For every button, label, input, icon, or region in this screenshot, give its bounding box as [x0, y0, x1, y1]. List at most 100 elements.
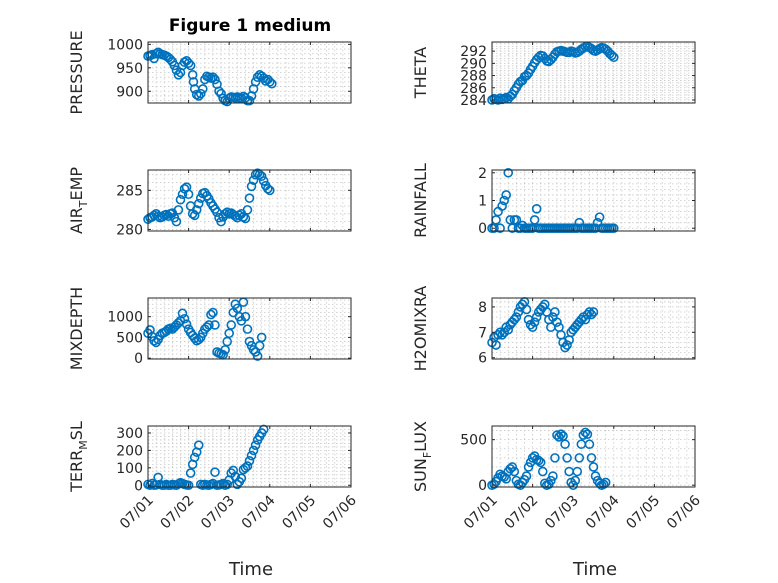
data-point: [598, 479, 609, 490]
data-point: [177, 189, 188, 200]
data-point: [177, 308, 188, 319]
axes-box: [491, 297, 696, 360]
data-point: [258, 176, 269, 186]
y-axis-label: SUNFLUX: [411, 421, 434, 492]
data-point: [580, 314, 591, 325]
y-tick-label: 300: [116, 426, 143, 442]
data-point: [550, 453, 560, 463]
data-point: [501, 190, 512, 200]
data-point: [183, 58, 194, 68]
y-tick-label: 2: [478, 166, 487, 182]
data-point: [189, 333, 200, 344]
data-point: [238, 212, 249, 222]
data-point: [531, 204, 542, 214]
data-point: [214, 86, 224, 97]
data-point: [252, 351, 263, 361]
data-point: [497, 330, 507, 340]
y-tick-label: 7: [478, 325, 487, 341]
y-tick-label: 8: [478, 300, 487, 316]
data-point: [533, 52, 544, 63]
y-tick-label: 900: [116, 84, 143, 100]
x-tick-label: 07/01: [117, 493, 157, 533]
data-point: [267, 78, 277, 89]
data-point: [228, 465, 239, 476]
x-tick-label: 07/06: [320, 492, 360, 532]
y-tick-label: 292: [460, 44, 487, 60]
data-point: [256, 332, 267, 343]
data-point: [183, 480, 194, 491]
y-axis-label: AIRTEMP: [67, 167, 90, 234]
data-point: [499, 195, 509, 206]
data-point: [523, 314, 534, 325]
y-axis-label-subscript: T: [77, 200, 90, 208]
data-point: [248, 445, 259, 456]
data-point: [210, 74, 220, 85]
data-point: [586, 309, 597, 320]
data-point: [562, 340, 572, 350]
data-point: [606, 50, 617, 61]
y-tick-label: 1000: [107, 310, 143, 326]
x-tick-label: 07/01: [461, 493, 501, 533]
axes-box: [491, 41, 696, 104]
data-point: [188, 77, 199, 87]
subplot-pressure: 900 950 1000 PRESSURE: [67, 30, 352, 115]
y-tick-label: 500: [460, 433, 487, 449]
data-point: [250, 77, 261, 87]
y-axis-label-main: TERR: [67, 450, 86, 493]
y-tick-label: 288: [460, 69, 487, 85]
y-axis-label: THETA: [411, 47, 430, 99]
data-point: [216, 216, 226, 227]
x-axis-label-right: Time: [572, 559, 617, 580]
data-point: [195, 88, 206, 99]
data-point: [600, 477, 611, 488]
y-tick-label: 1000: [107, 37, 143, 53]
subplot-sun: 0 500 07/01 07/02 07/03 07/04 07/05 07/06 SUNFLU…: [411, 421, 704, 532]
data-point: [189, 210, 200, 221]
data-point: [535, 457, 546, 468]
data-point: [244, 95, 255, 106]
data-point: [210, 467, 220, 477]
data-point: [264, 77, 275, 87]
data-point: [240, 213, 251, 224]
data-point: [240, 311, 251, 322]
data-point: [608, 52, 619, 63]
data-point: [252, 72, 263, 82]
y-axis-label-main: RAINFALL: [411, 163, 430, 238]
y-tick-label: 100: [116, 461, 143, 477]
data-point: [509, 314, 520, 325]
data-point: [531, 312, 542, 322]
data-point: [556, 429, 566, 439]
data-point: [548, 471, 558, 481]
data-point: [580, 427, 591, 438]
data-point: [562, 453, 572, 463]
x-tick-label: 07/06: [664, 492, 704, 532]
y-axis-label: MIXDEPTH: [67, 287, 86, 370]
data-point: [262, 183, 273, 194]
y-axis-label-main: THETA: [411, 47, 430, 99]
data-point: [250, 440, 261, 450]
data-point: [503, 167, 514, 178]
data-point: [242, 324, 253, 334]
data-point: [193, 91, 204, 101]
data-point: [171, 216, 182, 227]
data-point: [588, 462, 599, 472]
axes-box: [491, 425, 696, 488]
axes-box: [147, 41, 352, 104]
data-point: [198, 84, 208, 94]
y-axis-label-main: H2OMIXRA: [411, 286, 430, 372]
data-point: [523, 462, 534, 472]
x-tick-label: 07/02: [502, 493, 542, 533]
data-point: [503, 324, 514, 335]
data-point: [242, 461, 253, 471]
y-tick-label: 950: [116, 61, 143, 77]
data-point: [246, 181, 257, 192]
y-axis-label: TERRMSL: [67, 421, 90, 493]
data-point: [193, 198, 204, 209]
data-point: [240, 463, 251, 473]
data-point: [495, 327, 505, 338]
data-point: [554, 432, 564, 442]
data-point: [552, 430, 562, 440]
y-tick-label: 285: [116, 183, 143, 199]
data-point: [588, 307, 599, 317]
